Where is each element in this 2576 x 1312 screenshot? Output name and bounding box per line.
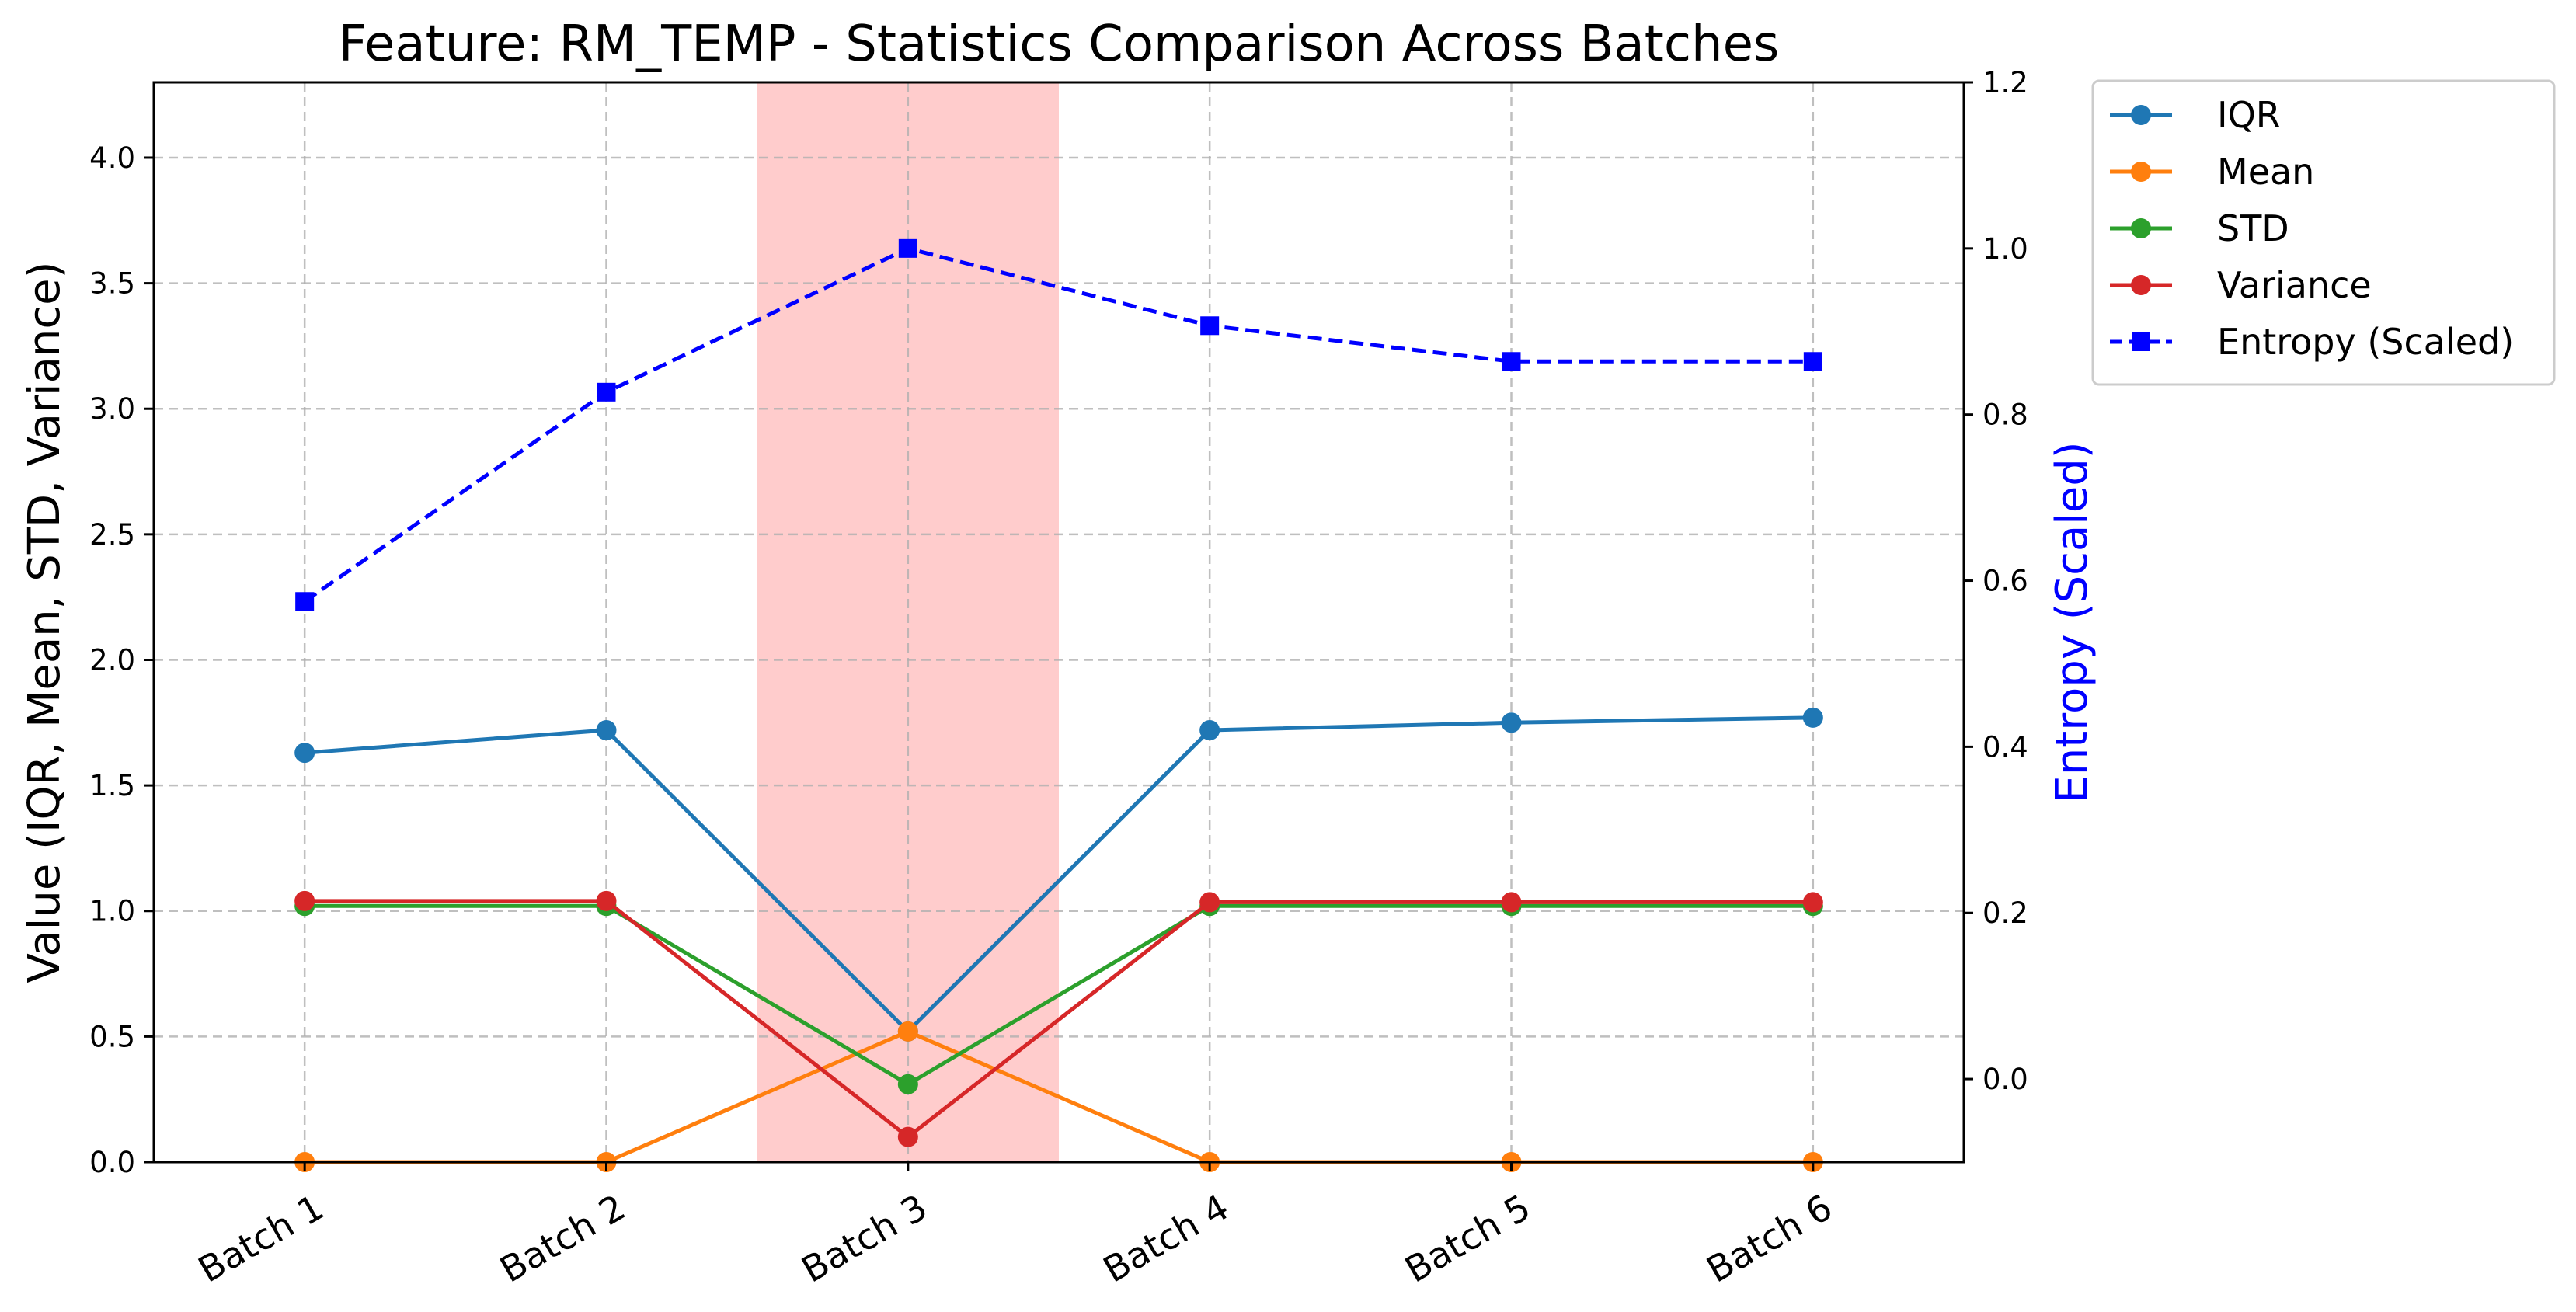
data-point xyxy=(597,382,616,402)
series-entropy-scaled xyxy=(295,238,1822,611)
y-tick-label: 2.5 xyxy=(89,518,135,552)
y-tick-label: 3.0 xyxy=(89,392,135,426)
data-point xyxy=(1802,707,1823,728)
y-tick-label: 1.0 xyxy=(89,895,135,928)
y-axis-label: Value (IQR, Mean, STD, Variance) xyxy=(19,262,70,983)
y2-tick-label: 0.2 xyxy=(1982,896,2028,930)
data-point xyxy=(897,1126,918,1147)
y-tick-label: 1.5 xyxy=(89,769,135,802)
data-point xyxy=(1501,712,1522,733)
legend-label: Mean xyxy=(2217,151,2314,193)
data-point xyxy=(898,238,917,258)
series-line xyxy=(304,715,1813,1034)
data-point xyxy=(596,890,617,911)
y-tick-label: 3.5 xyxy=(89,267,135,301)
data-point xyxy=(897,1021,918,1042)
legend-label: Variance xyxy=(2217,264,2372,306)
plot-frame xyxy=(152,81,1965,1164)
y2-tick-label: 1.0 xyxy=(1982,232,2028,266)
series-line xyxy=(305,899,1813,1140)
y2-tick-label: 0.6 xyxy=(1982,565,2028,598)
legend: IQR Mean STD Variance Entropy (Scaled) xyxy=(2091,79,2556,386)
y-tick-label: 4.0 xyxy=(89,141,135,175)
legend-marker xyxy=(2131,105,2151,125)
data-point xyxy=(1501,892,1522,913)
legend-item: Entropy (Scaled) xyxy=(2110,321,2514,363)
legend-label: IQR xyxy=(2217,94,2281,136)
legend-marker xyxy=(2131,162,2151,182)
data-point xyxy=(295,592,315,611)
legend-item: Mean xyxy=(2110,151,2314,193)
legend-box xyxy=(2091,79,2556,386)
grid-layer xyxy=(154,82,1964,1164)
series-variance xyxy=(294,890,1823,1147)
y2-tick-label: 1.2 xyxy=(1982,66,2028,99)
data-point xyxy=(294,890,315,911)
data-point xyxy=(897,1074,918,1094)
y2-axis-label: Entropy (Scaled) xyxy=(2047,441,2097,802)
data-point xyxy=(294,743,315,764)
legend-item: Variance xyxy=(2110,264,2372,306)
y-tick-label: 0.0 xyxy=(89,1146,135,1179)
series-line xyxy=(305,903,1813,1087)
legend-label: Entropy (Scaled) xyxy=(2217,321,2514,363)
y-tick-label: 2.0 xyxy=(89,643,135,677)
legend-label: STD xyxy=(2217,207,2289,249)
data-point xyxy=(1802,892,1823,913)
legend-item: STD xyxy=(2110,207,2289,249)
y2-tick-label: 0.8 xyxy=(1982,398,2028,432)
chart-title: Feature: RM_TEMP - Statistics Comparison… xyxy=(339,16,1780,73)
legend-marker xyxy=(2131,218,2151,238)
data-point xyxy=(596,720,617,740)
data-point xyxy=(1199,892,1220,913)
y2-tick-label: 0.0 xyxy=(1982,1063,2028,1096)
series-line xyxy=(303,246,1813,604)
data-point xyxy=(1200,316,1220,336)
legend-marker xyxy=(2131,275,2151,295)
y-tick-label: 0.5 xyxy=(89,1020,135,1053)
legend-item: IQR xyxy=(2110,94,2281,136)
data-point xyxy=(1502,352,1521,371)
data-point xyxy=(1199,720,1220,740)
data-point xyxy=(1803,352,1822,371)
y2-tick-label: 0.4 xyxy=(1982,730,2028,764)
legend-marker xyxy=(2132,332,2150,351)
